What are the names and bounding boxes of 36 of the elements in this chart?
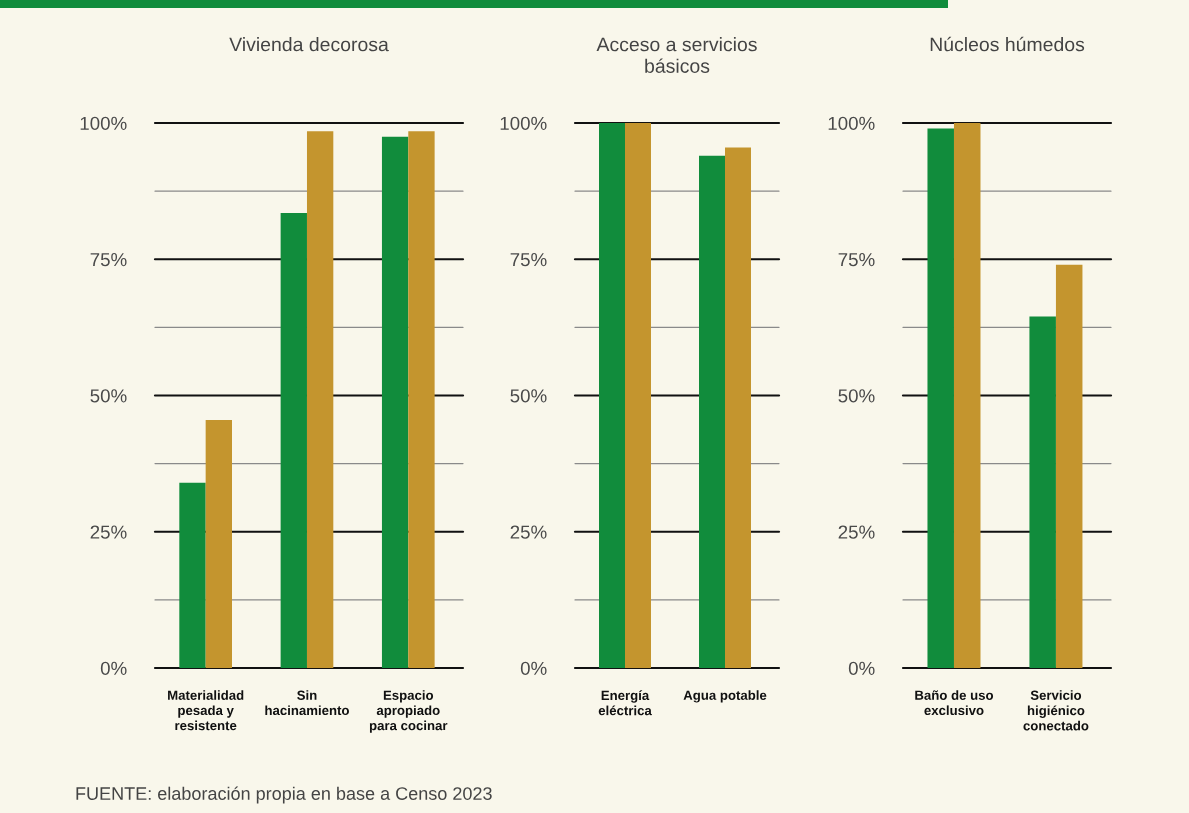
x-tick-label: Baño de uso exclusivo — [915, 690, 994, 716]
bar — [280, 212, 307, 668]
x-tick-label: Energía eléctrica — [598, 690, 652, 716]
y-tick-label: 0% — [100, 661, 127, 675]
bar — [927, 128, 954, 668]
x-tick-label: Espacio apropiado para cocinar — [369, 690, 448, 733]
y-tick-label: 100% — [80, 116, 127, 130]
y-tick-label: 25% — [90, 525, 127, 539]
bar — [408, 131, 435, 668]
y-tick-label: 75% — [510, 253, 547, 267]
source-note: FUENTE: elaboración propia en base a Censo 2023 — [76, 786, 492, 804]
x-tick-label: Agua potable — [683, 690, 767, 703]
bar — [381, 136, 409, 668]
bar — [953, 123, 981, 668]
y-tick-label: 0% — [848, 661, 875, 675]
bar — [1055, 264, 1083, 668]
bar — [1029, 316, 1056, 668]
x-tick-label: Servicio higiénico conectado — [1023, 690, 1089, 731]
y-tick-label: 25% — [510, 525, 547, 539]
y-tick-label: 75% — [90, 253, 127, 267]
y-tick-label: 25% — [838, 525, 875, 539]
y-tick-label: 50% — [510, 389, 547, 403]
x-tick-label: Sin hacinamiento — [265, 690, 349, 716]
y-tick-label: 100% — [828, 116, 875, 130]
y-tick-label: 100% — [500, 116, 547, 130]
x-tick-label: Materialidad pesada y resistente — [168, 690, 244, 731]
y-tick-label: 50% — [838, 389, 875, 403]
bar — [205, 420, 232, 668]
bar — [179, 482, 206, 668]
y-tick-label: 75% — [838, 253, 875, 267]
chart-title: Núcleos húmedos — [930, 36, 1085, 52]
y-tick-label: 50% — [90, 389, 127, 403]
chart-title: Vivienda decorosa — [229, 37, 389, 52]
chart-title: Acceso a servicios básicos — [596, 37, 757, 73]
bar — [306, 131, 334, 668]
y-tick-label: 0% — [520, 661, 547, 675]
